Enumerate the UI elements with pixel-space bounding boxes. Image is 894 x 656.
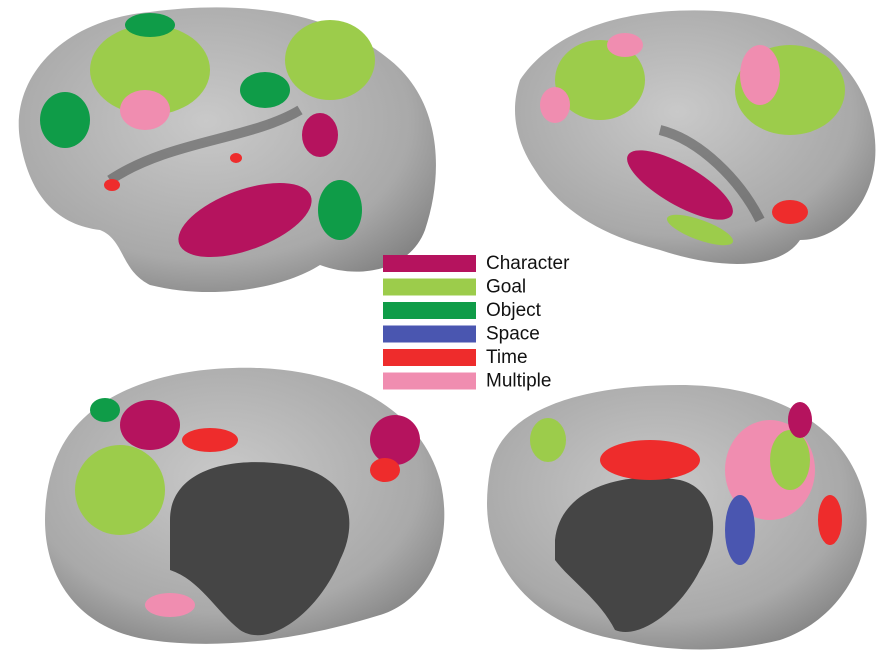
legend-label: Time	[486, 347, 528, 368]
legend-swatch	[383, 373, 476, 390]
left-medial-brain	[45, 368, 444, 644]
legend-swatch	[383, 279, 476, 296]
figure: Character GoalObject SpaceTime Multiple	[0, 0, 894, 656]
legend-swatch	[383, 326, 476, 343]
brain-figure: Character GoalObject SpaceTime Multiple	[0, 0, 894, 656]
legend-label: Object	[486, 300, 542, 321]
left-lateral-brain	[19, 7, 436, 292]
legend-label: Character	[486, 253, 570, 274]
right-medial-brain	[487, 385, 867, 649]
legend-swatch	[383, 349, 476, 366]
legend-label: Space	[486, 324, 540, 345]
right-lateral-brain	[515, 10, 875, 264]
legend-swatch	[383, 302, 476, 319]
legend-swatch	[383, 255, 476, 272]
legend-label: Multiple	[486, 371, 551, 392]
legend-label: Goal	[486, 277, 526, 298]
